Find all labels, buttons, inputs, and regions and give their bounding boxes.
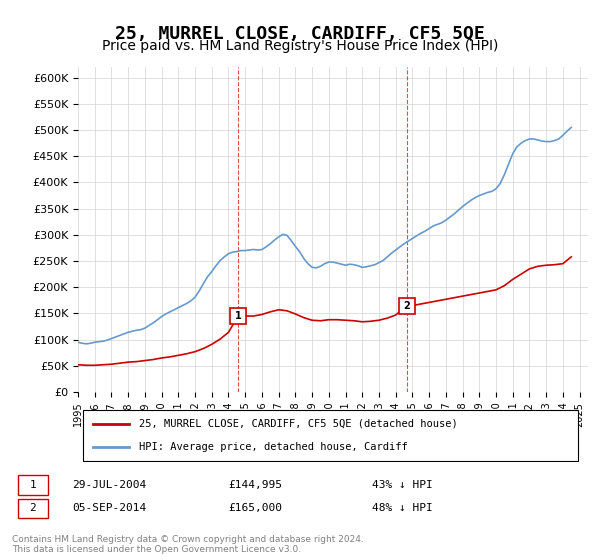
Text: 2: 2: [404, 301, 410, 311]
Text: 25, MURREL CLOSE, CARDIFF, CF5 5QE: 25, MURREL CLOSE, CARDIFF, CF5 5QE: [115, 25, 485, 43]
Text: 1: 1: [235, 311, 241, 321]
FancyBboxPatch shape: [18, 475, 48, 494]
Text: £144,995: £144,995: [228, 479, 282, 489]
Text: 29-JUL-2004: 29-JUL-2004: [72, 479, 146, 489]
Text: 25, MURREL CLOSE, CARDIFF, CF5 5QE (detached house): 25, MURREL CLOSE, CARDIFF, CF5 5QE (deta…: [139, 419, 458, 429]
Text: £165,000: £165,000: [228, 503, 282, 513]
Text: 2: 2: [29, 503, 37, 513]
Text: Contains HM Land Registry data © Crown copyright and database right 2024.
This d: Contains HM Land Registry data © Crown c…: [12, 535, 364, 554]
Text: Price paid vs. HM Land Registry's House Price Index (HPI): Price paid vs. HM Land Registry's House …: [102, 39, 498, 53]
Text: 43% ↓ HPI: 43% ↓ HPI: [372, 479, 433, 489]
Text: 48% ↓ HPI: 48% ↓ HPI: [372, 503, 433, 513]
FancyBboxPatch shape: [18, 499, 48, 519]
Text: 1: 1: [29, 479, 37, 489]
Text: HPI: Average price, detached house, Cardiff: HPI: Average price, detached house, Card…: [139, 442, 408, 452]
Text: 05-SEP-2014: 05-SEP-2014: [72, 503, 146, 513]
FancyBboxPatch shape: [83, 410, 578, 461]
